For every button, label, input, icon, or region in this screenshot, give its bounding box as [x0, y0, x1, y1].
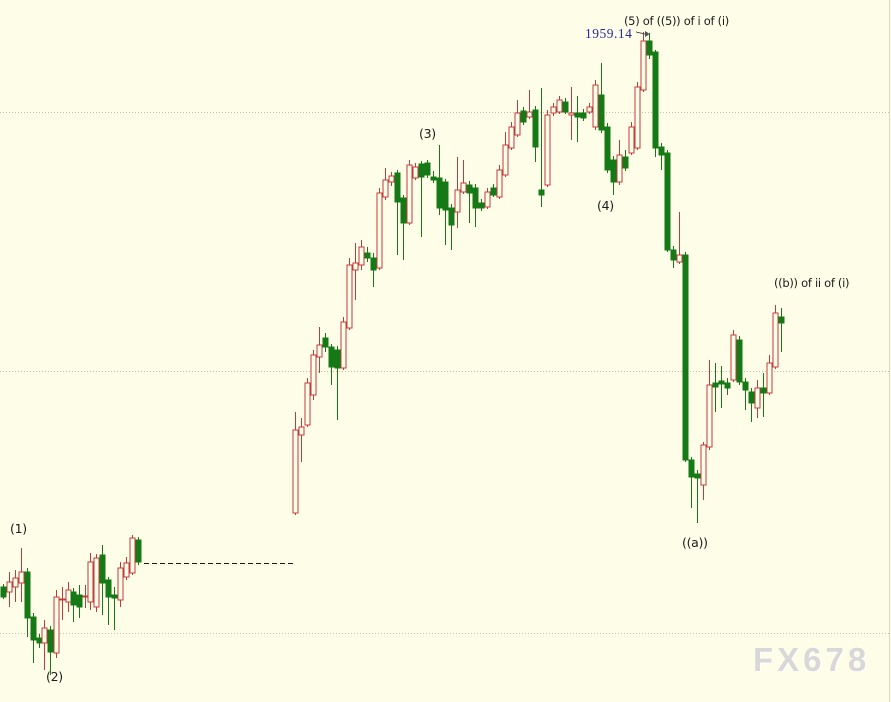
watermark: FX678	[753, 641, 871, 678]
wave-label-b-of-ii: ((b)) of ii of (i)	[774, 276, 850, 290]
wave-label-2: (2)	[46, 669, 63, 684]
wave-label-4: (4)	[597, 198, 614, 213]
wave-label-a: ((a))	[682, 535, 708, 550]
price-arrow-icon	[635, 31, 650, 37]
price-label: 1959.14	[585, 26, 633, 41]
wave-label-1: (1)	[10, 521, 27, 536]
wave-label-5-of-5: (5) of ((5)) of i of (i)	[624, 14, 729, 28]
wave-label-3: (3)	[419, 126, 436, 141]
candles	[0, 32, 785, 675]
